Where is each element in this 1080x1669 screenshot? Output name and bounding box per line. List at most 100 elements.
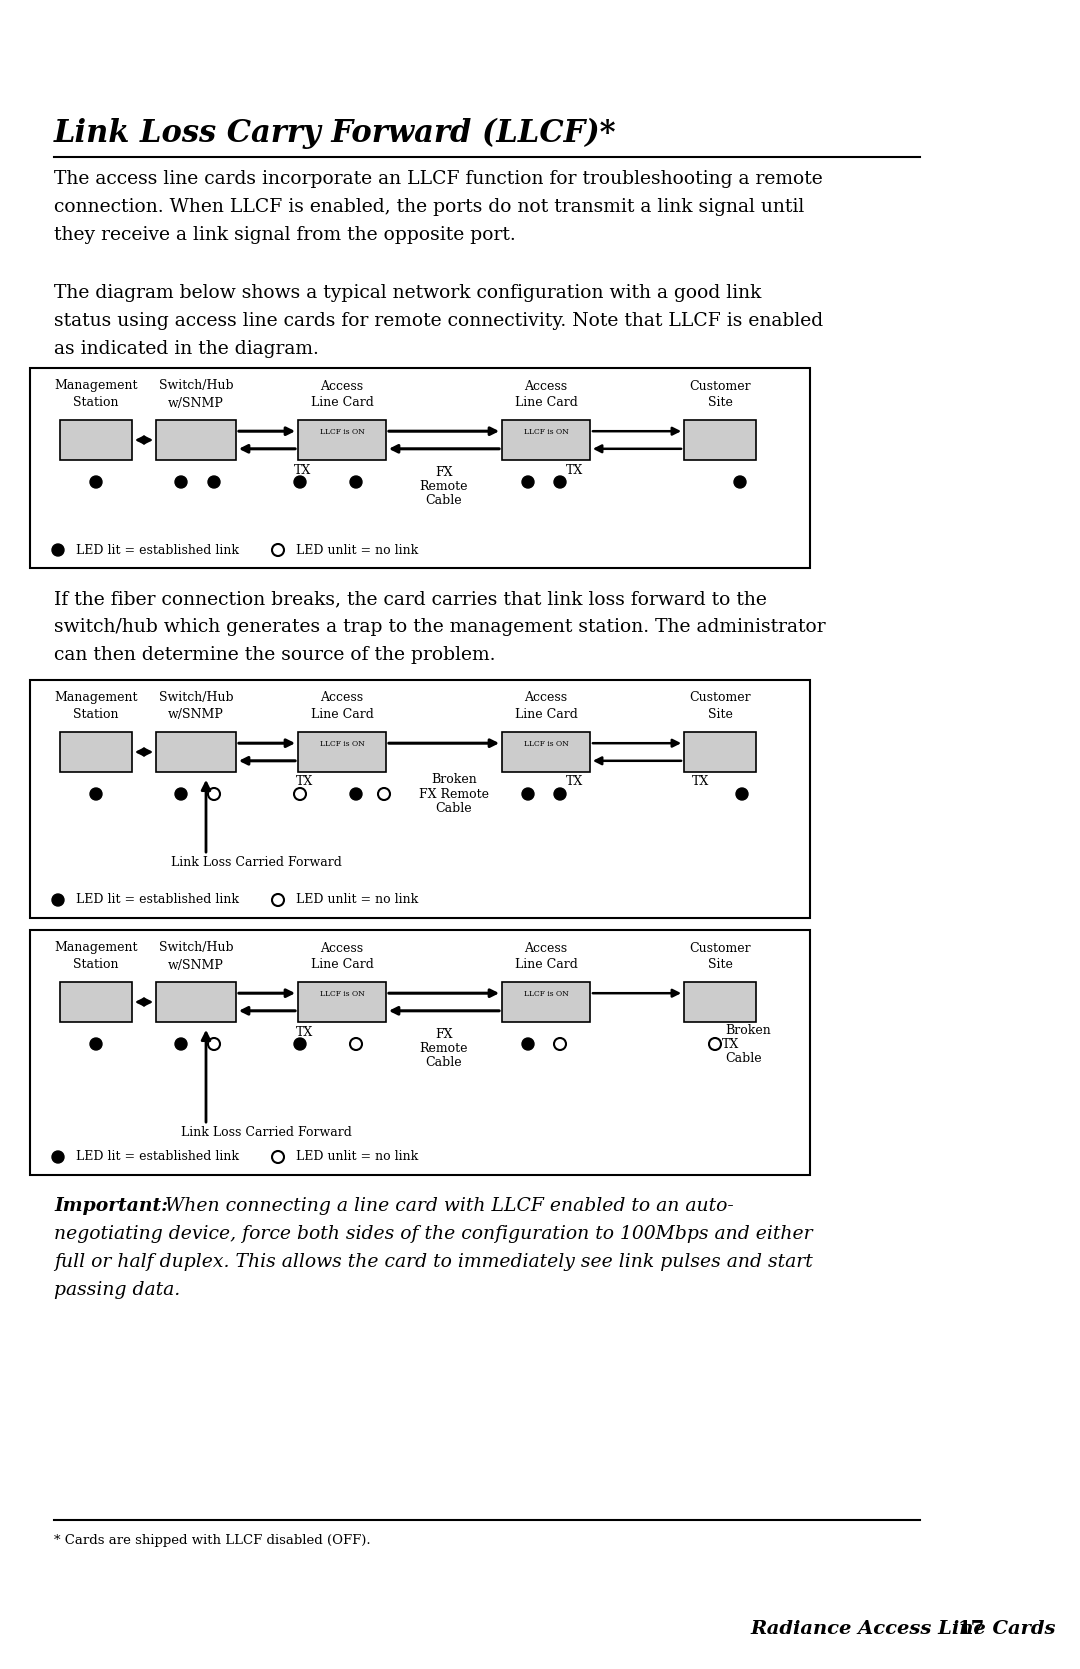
Text: Remote: Remote: [420, 1041, 469, 1055]
Text: TX: TX: [295, 776, 312, 788]
Text: Station: Station: [73, 397, 119, 409]
Text: Cable: Cable: [725, 1053, 761, 1065]
Circle shape: [554, 476, 566, 487]
Text: Access: Access: [321, 941, 364, 955]
Circle shape: [522, 1038, 534, 1050]
Bar: [60, 733, 132, 773]
Bar: [502, 981, 590, 1021]
Bar: [502, 733, 590, 773]
Text: LLCF is ON: LLCF is ON: [524, 990, 568, 998]
Text: they receive a link signal from the opposite port.: they receive a link signal from the oppo…: [54, 225, 516, 244]
Text: can then determine the source of the problem.: can then determine the source of the pro…: [54, 646, 496, 664]
Circle shape: [294, 1038, 306, 1050]
Bar: [60, 421, 132, 461]
Text: FX: FX: [435, 466, 453, 479]
Circle shape: [208, 788, 220, 799]
Text: full or half duplex. This allows the card to immediately see link pulses and sta: full or half duplex. This allows the car…: [54, 1253, 813, 1272]
Text: Management: Management: [54, 941, 138, 955]
Text: Radiance Access Line Cards: Radiance Access Line Cards: [750, 1621, 1055, 1637]
Text: Cable: Cable: [426, 1055, 462, 1068]
Text: w/SNMP: w/SNMP: [168, 397, 224, 409]
Circle shape: [52, 1152, 64, 1163]
Text: LLCF is ON: LLCF is ON: [524, 739, 568, 748]
Text: LLCF is ON: LLCF is ON: [320, 739, 364, 748]
Bar: [684, 733, 756, 773]
Text: Link Loss Carried Forward: Link Loss Carried Forward: [180, 1127, 351, 1140]
Text: Customer: Customer: [689, 691, 751, 704]
Bar: [298, 733, 386, 773]
Text: Access: Access: [321, 379, 364, 392]
Text: Broken: Broken: [725, 1023, 771, 1036]
Text: LED unlit = no link: LED unlit = no link: [288, 893, 418, 906]
Circle shape: [175, 788, 187, 799]
Text: Access: Access: [525, 691, 568, 704]
Circle shape: [90, 476, 102, 487]
Text: Switch/Hub: Switch/Hub: [159, 941, 233, 955]
Text: TX: TX: [565, 776, 582, 788]
Text: TX: TX: [295, 1025, 312, 1038]
Circle shape: [272, 1152, 284, 1163]
Bar: [502, 421, 590, 461]
Text: Site: Site: [707, 958, 732, 971]
Circle shape: [208, 476, 220, 487]
Text: Site: Site: [707, 709, 732, 721]
Circle shape: [350, 788, 362, 799]
Bar: [156, 981, 237, 1021]
Bar: [156, 733, 237, 773]
Circle shape: [208, 1038, 220, 1050]
Text: The diagram below shows a typical network configuration with a good link: The diagram below shows a typical networ…: [54, 284, 761, 302]
Text: Switch/Hub: Switch/Hub: [159, 691, 233, 704]
Text: If the fiber connection breaks, the card carries that link loss forward to the: If the fiber connection breaks, the card…: [54, 591, 767, 608]
Circle shape: [272, 544, 284, 556]
Text: Cable: Cable: [426, 494, 462, 506]
Text: Access: Access: [525, 379, 568, 392]
Circle shape: [378, 788, 390, 799]
Circle shape: [294, 476, 306, 487]
Text: Station: Station: [73, 709, 119, 721]
Text: TX: TX: [565, 464, 582, 477]
Text: Line Card: Line Card: [514, 958, 578, 971]
Text: Station: Station: [73, 958, 119, 971]
Bar: [684, 421, 756, 461]
Text: LED unlit = no link: LED unlit = no link: [288, 544, 418, 556]
Text: LED unlit = no link: LED unlit = no link: [288, 1150, 418, 1163]
Text: Management: Management: [54, 379, 138, 392]
Circle shape: [735, 788, 748, 799]
Text: The access line cards incorporate an LLCF function for troubleshooting a remote: The access line cards incorporate an LLC…: [54, 170, 823, 189]
Text: LED lit = established link: LED lit = established link: [68, 893, 239, 906]
Circle shape: [350, 1038, 362, 1050]
Text: Important:: Important:: [54, 1197, 168, 1215]
Bar: [30, 679, 810, 918]
Circle shape: [350, 476, 362, 487]
Bar: [298, 421, 386, 461]
Circle shape: [175, 1038, 187, 1050]
Circle shape: [708, 1038, 721, 1050]
Text: LED lit = established link: LED lit = established link: [68, 1150, 239, 1163]
Text: negotiating device, force both sides of the configuration to 100Mbps and either: negotiating device, force both sides of …: [54, 1225, 812, 1243]
Bar: [684, 981, 756, 1021]
Text: LLCF is ON: LLCF is ON: [524, 427, 568, 436]
Text: FX: FX: [435, 1028, 453, 1040]
Text: TX: TX: [294, 464, 311, 477]
Text: * Cards are shipped with LLCF disabled (OFF).: * Cards are shipped with LLCF disabled (…: [54, 1534, 370, 1547]
Bar: [30, 930, 810, 1175]
Text: Switch/Hub: Switch/Hub: [159, 379, 233, 392]
Text: Broken: Broken: [431, 773, 477, 786]
Text: Line Card: Line Card: [311, 958, 374, 971]
Circle shape: [90, 1038, 102, 1050]
Circle shape: [175, 476, 187, 487]
Text: 17: 17: [958, 1621, 985, 1637]
Text: Access: Access: [525, 941, 568, 955]
Text: LED lit = established link: LED lit = established link: [68, 544, 239, 556]
Text: Access: Access: [321, 691, 364, 704]
Text: Customer: Customer: [689, 941, 751, 955]
Bar: [60, 981, 132, 1021]
Bar: [298, 981, 386, 1021]
Bar: [30, 367, 810, 567]
Text: Cable: Cable: [435, 803, 472, 816]
Text: Management: Management: [54, 691, 138, 704]
Circle shape: [90, 788, 102, 799]
Text: Customer: Customer: [689, 379, 751, 392]
Text: FX Remote: FX Remote: [419, 788, 489, 801]
Circle shape: [52, 895, 64, 906]
